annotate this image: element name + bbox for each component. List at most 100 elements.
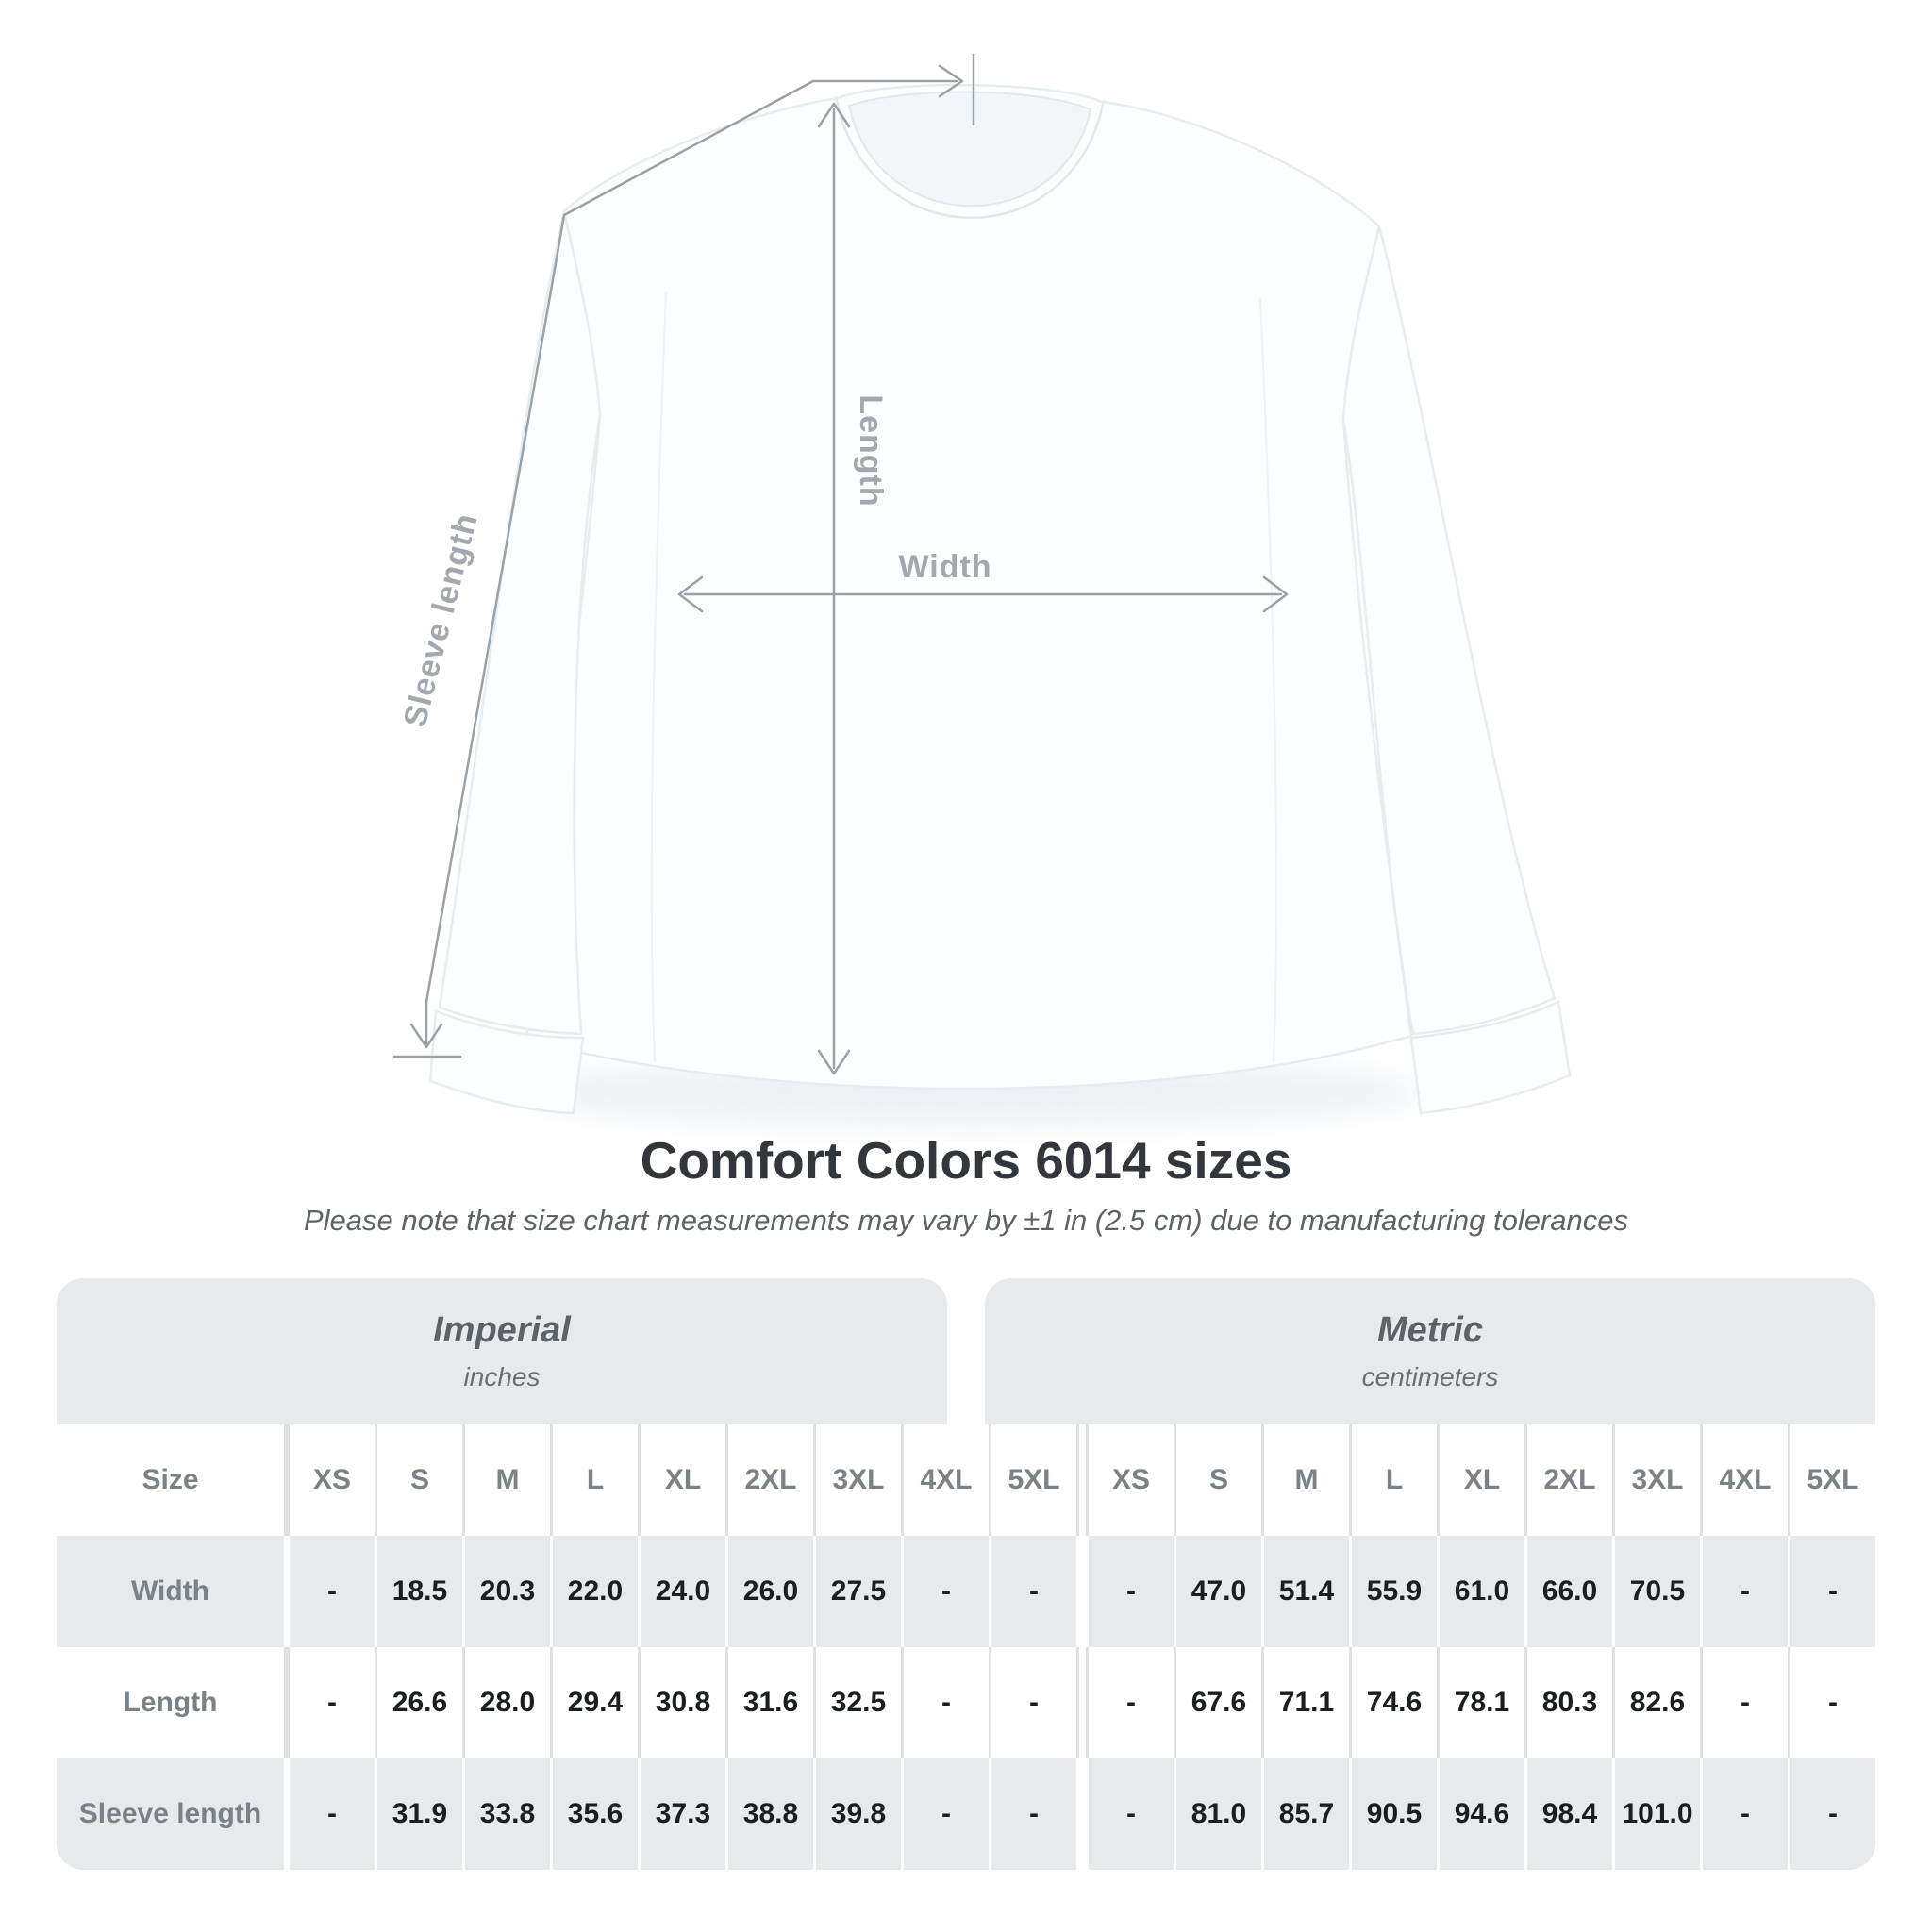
width-arrow	[677, 575, 1289, 613]
size-col-header: 3XL	[1615, 1424, 1700, 1536]
value-cell: 85.7	[1264, 1758, 1349, 1870]
shirt-right-sleeve	[1341, 225, 1557, 1036]
imperial-header: Imperial inches	[57, 1278, 947, 1424]
table-body: Size XS S M L XL 2XL 3XL 4XL 5XL XS S M L XL 2XL 3XL 4XL 5…	[57, 1424, 1875, 1870]
value-cell: 24.0	[641, 1536, 725, 1647]
measurement-lines	[392, 53, 1289, 1075]
sleeve-length-label: Sleeve length	[397, 509, 485, 730]
value-cell: 26.0	[728, 1536, 813, 1647]
value-cell: -	[290, 1647, 375, 1758]
fabric-crease	[650, 291, 667, 1063]
value-cell: 82.6	[1615, 1647, 1700, 1758]
size-table: Imperial inches Metric centimeters Size X…	[57, 1278, 1875, 1870]
value-cell: -	[1790, 1758, 1875, 1870]
size-col-header: 5XL	[991, 1424, 1076, 1536]
value-cell: -	[1790, 1647, 1875, 1758]
value-cell: 66.0	[1527, 1536, 1612, 1647]
width-label: Width	[898, 549, 991, 585]
value-cell: -	[290, 1758, 375, 1870]
value-cell: 90.5	[1352, 1758, 1437, 1870]
value-cell: 47.0	[1176, 1536, 1261, 1647]
shirt-illustration	[428, 83, 1572, 1115]
imperial-metric-divider	[1079, 1424, 1086, 1536]
value-cell: 78.1	[1440, 1647, 1524, 1758]
value-cell: 74.6	[1352, 1647, 1437, 1758]
value-cell: -	[991, 1647, 1076, 1758]
metric-header: Metric centimeters	[985, 1278, 1875, 1424]
shirt-collar-opening	[847, 91, 1092, 208]
value-cell: -	[904, 1758, 989, 1870]
size-col-header: M	[1264, 1424, 1349, 1536]
fabric-crease	[1259, 297, 1278, 1063]
size-col-header: 5XL	[1790, 1424, 1875, 1536]
value-cell: 61.0	[1440, 1536, 1524, 1647]
imperial-title: Imperial	[433, 1310, 571, 1350]
size-col-header: L	[1352, 1424, 1437, 1536]
shirt-diagram: Sleeve length Length Width	[392, 53, 1572, 1126]
row-label: Length	[57, 1647, 284, 1758]
size-col-header: 4XL	[1703, 1424, 1788, 1536]
value-cell: 98.4	[1527, 1758, 1612, 1870]
value-cell: 26.6	[377, 1647, 462, 1758]
value-cell: 20.3	[465, 1536, 550, 1647]
metric-subtitle: centimeters	[1361, 1362, 1499, 1391]
size-col-header: L	[553, 1424, 638, 1536]
value-cell: -	[904, 1647, 989, 1758]
shoulder-guide-line	[811, 53, 975, 126]
length-arrow	[817, 102, 851, 1075]
size-col-header: 4XL	[904, 1424, 989, 1536]
value-cell: -	[1703, 1647, 1788, 1758]
table-row: Width -18.5 20.3 22.0 24.0 26.0 27.5- - -47.0 51.…	[57, 1536, 1875, 1647]
metric-title: Metric	[1377, 1310, 1483, 1350]
value-cell: 80.3	[1527, 1647, 1612, 1758]
table-row: Size XS S M L XL 2XL 3XL 4XL 5XL XS S M L XL 2XL 3XL 4XL 5…	[57, 1424, 1875, 1536]
size-col-header: XS	[290, 1424, 375, 1536]
value-cell: 22.0	[553, 1536, 638, 1647]
size-col-header: 2XL	[728, 1424, 813, 1536]
size-col-header: XS	[1089, 1424, 1174, 1536]
value-cell: 71.1	[1264, 1647, 1349, 1758]
value-cell: 37.3	[641, 1758, 725, 1870]
value-cell: 81.0	[1176, 1758, 1261, 1870]
value-cell: 29.4	[553, 1647, 638, 1758]
row-label: Width	[57, 1536, 284, 1647]
shirt-left-cuff	[428, 1009, 585, 1115]
value-cell: 38.8	[728, 1758, 813, 1870]
value-cell: 51.4	[1264, 1536, 1349, 1647]
value-cell: 70.5	[1615, 1536, 1700, 1647]
unit-header-row: Imperial inches Metric centimeters	[57, 1278, 1875, 1424]
imperial-subtitle: inches	[463, 1362, 541, 1391]
value-cell: -	[1089, 1758, 1174, 1870]
size-col-header: XL	[641, 1424, 725, 1536]
value-cell: -	[991, 1536, 1076, 1647]
value-cell: -	[1089, 1647, 1174, 1758]
shirt-body	[525, 83, 1413, 1091]
imperial-metric-divider	[1079, 1536, 1086, 1647]
value-cell: -	[1703, 1758, 1788, 1870]
size-col-header: 3XL	[816, 1424, 901, 1536]
value-cell: 27.5	[816, 1536, 901, 1647]
size-col-header: S	[1176, 1424, 1261, 1536]
value-cell: 31.9	[377, 1758, 462, 1870]
size-col-label: Size	[57, 1424, 284, 1536]
page-title: Comfort Colors 6014 sizes	[640, 1131, 1292, 1190]
value-cell: 30.8	[641, 1647, 725, 1758]
size-col-header: M	[465, 1424, 550, 1536]
value-cell: 67.6	[1176, 1647, 1261, 1758]
value-cell: 28.0	[465, 1647, 550, 1758]
value-cell: -	[290, 1536, 375, 1647]
table-row: Sleeve length -31.9 33.8 35.6 37.3 38.8 39.8- -…	[57, 1758, 1875, 1870]
imperial-metric-divider	[1079, 1647, 1086, 1758]
sleeve-length-arrow	[392, 79, 815, 1058]
value-cell: -	[1790, 1536, 1875, 1647]
shirt-collar-band	[834, 95, 1106, 219]
value-cell: -	[1089, 1536, 1174, 1647]
value-cell: -	[904, 1536, 989, 1647]
length-label: Length	[853, 394, 889, 507]
row-label: Sleeve length	[57, 1758, 284, 1870]
shirt-left-sleeve	[438, 210, 602, 1036]
value-cell: 32.5	[816, 1647, 901, 1758]
value-cell: -	[1703, 1536, 1788, 1647]
size-col-header: 2XL	[1527, 1424, 1612, 1536]
